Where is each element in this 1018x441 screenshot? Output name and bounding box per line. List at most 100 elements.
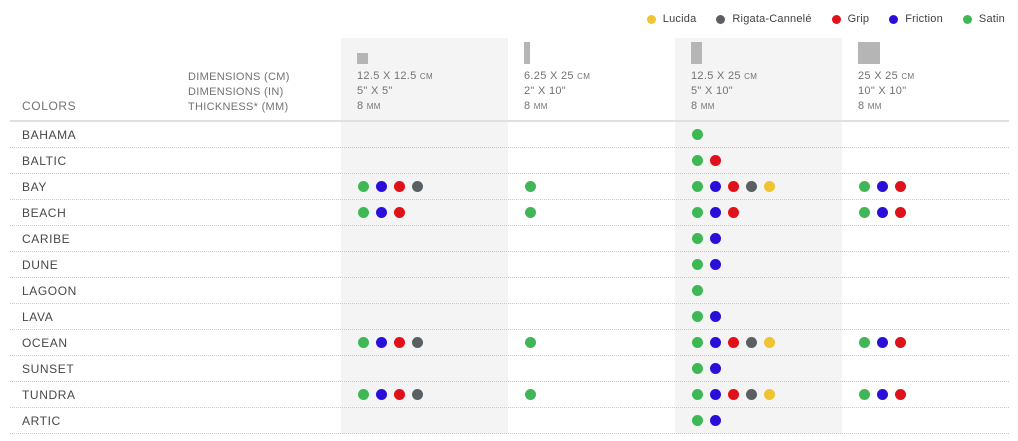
color-name: LAVA bbox=[22, 309, 54, 324]
dimension-meta-labels: DIMENSIONS (CM) DIMENSIONS (IN) THICKNES… bbox=[188, 70, 290, 115]
meta-line-mm: THICKNESS* (MM) bbox=[188, 101, 289, 113]
grip-finish-dot-icon bbox=[394, 207, 405, 218]
grip-finish-dot-icon bbox=[895, 207, 906, 218]
grip-finish-dot-icon bbox=[728, 337, 739, 348]
grip-finish-dot-icon bbox=[394, 337, 405, 348]
color-name: LAGOON bbox=[22, 283, 77, 298]
legend-item-label: Satin bbox=[978, 13, 1005, 25]
satin-finish-dot-icon bbox=[859, 337, 870, 348]
friction-finish-dot-icon bbox=[710, 337, 721, 348]
legend-item-friction: Friction bbox=[889, 13, 943, 25]
legend-item-label: Lucida bbox=[662, 13, 697, 25]
lucida-finish-dot-icon bbox=[764, 389, 775, 400]
size-dimensions-cm: 12.5 X 12.5 cm bbox=[357, 70, 433, 82]
table-row: LAVA bbox=[10, 304, 1009, 330]
color-name: BEACH bbox=[22, 205, 67, 220]
satin-finish-dot-icon bbox=[692, 233, 703, 244]
satin-finish-dot-icon bbox=[692, 337, 703, 348]
rigata-finish-dot-icon bbox=[746, 337, 757, 348]
availability-cell bbox=[842, 181, 1009, 192]
friction-finish-dot-icon bbox=[877, 181, 888, 192]
friction-finish-dot-icon bbox=[376, 337, 387, 348]
size-thickness-mm: 8 mm bbox=[858, 100, 882, 112]
color-name: BALTIC bbox=[22, 153, 67, 168]
size-thickness-mm: 8 mm bbox=[357, 100, 381, 112]
satin-finish-dot-icon bbox=[692, 285, 703, 296]
legend-item-rigata: Rigata-Cannelé bbox=[716, 13, 811, 25]
friction-finish-dot-icon bbox=[889, 14, 899, 24]
availability-cell bbox=[675, 155, 842, 166]
color-name: TUNDRA bbox=[22, 387, 76, 402]
size-column-header-1: 12.5 X 12.5 cm 5" X 5" 8 mm bbox=[341, 38, 508, 120]
tile-12-5x12-5-icon bbox=[357, 53, 368, 64]
table-row: CARIBE bbox=[10, 226, 1009, 252]
rigata-finish-dot-icon bbox=[716, 14, 726, 24]
grip-finish-dot-icon bbox=[728, 389, 739, 400]
availability-cell bbox=[842, 337, 1009, 348]
friction-finish-dot-icon bbox=[710, 259, 721, 270]
availability-cell bbox=[675, 285, 842, 296]
satin-finish-dot-icon bbox=[692, 207, 703, 218]
satin-finish-dot-icon bbox=[859, 389, 870, 400]
tile-12-5x25-icon bbox=[691, 42, 702, 64]
availability-table: COLORS DIMENSIONS (CM) DIMENSIONS (IN) T… bbox=[10, 38, 1009, 434]
rigata-finish-dot-icon bbox=[412, 389, 423, 400]
availability-cell bbox=[842, 389, 1009, 400]
size-dimensions-in: 5" X 10" bbox=[691, 85, 734, 97]
lucida-finish-dot-icon bbox=[764, 181, 775, 192]
legend-item-label: Friction bbox=[905, 13, 943, 25]
size-thickness-mm: 8 mm bbox=[524, 100, 548, 112]
satin-finish-dot-icon bbox=[525, 181, 536, 192]
grip-finish-dot-icon bbox=[728, 207, 739, 218]
satin-finish-dot-icon bbox=[358, 337, 369, 348]
satin-finish-dot-icon bbox=[692, 311, 703, 322]
friction-finish-dot-icon bbox=[376, 207, 387, 218]
availability-cell bbox=[675, 337, 842, 348]
friction-finish-dot-icon bbox=[877, 337, 888, 348]
availability-cell bbox=[675, 363, 842, 374]
tile-6-25x25-icon bbox=[524, 42, 530, 64]
grip-finish-dot-icon bbox=[895, 337, 906, 348]
color-name: BAHAMA bbox=[22, 127, 77, 142]
grip-finish-dot-icon bbox=[394, 181, 405, 192]
size-columns-header: 12.5 X 12.5 cm 5" X 5" 8 mm 6.25 X 25 cm 2" … bbox=[341, 38, 1009, 120]
size-dimensions-in: 10" X 10" bbox=[858, 85, 907, 97]
color-name: OCEAN bbox=[22, 335, 68, 350]
table-row: LAGOON bbox=[10, 278, 1009, 304]
meta-line-in: DIMENSIONS (IN) bbox=[188, 86, 284, 98]
friction-finish-dot-icon bbox=[710, 207, 721, 218]
availability-cell bbox=[341, 207, 508, 218]
size-dimensions-in: 2" X 10" bbox=[524, 85, 567, 97]
availability-cell bbox=[675, 389, 842, 400]
grip-finish-dot-icon bbox=[728, 181, 739, 192]
legend-item-label: Rigata-Cannelé bbox=[732, 13, 812, 25]
satin-finish-dot-icon bbox=[692, 363, 703, 374]
lucida-finish-dot-icon bbox=[764, 337, 775, 348]
satin-finish-dot-icon bbox=[692, 129, 703, 140]
friction-finish-dot-icon bbox=[877, 207, 888, 218]
size-column-header-2: 6.25 X 25 cm 2" X 10" 8 mm bbox=[508, 38, 675, 120]
availability-cell bbox=[675, 415, 842, 426]
satin-finish-dot-icon bbox=[525, 389, 536, 400]
rigata-finish-dot-icon bbox=[412, 181, 423, 192]
satin-finish-dot-icon bbox=[358, 389, 369, 400]
table-header: COLORS DIMENSIONS (CM) DIMENSIONS (IN) T… bbox=[10, 38, 1009, 122]
friction-finish-dot-icon bbox=[710, 415, 721, 426]
availability-cell bbox=[675, 259, 842, 270]
table-row: SUNSET bbox=[10, 356, 1009, 382]
legend-item-label: Grip bbox=[847, 13, 870, 25]
rigata-finish-dot-icon bbox=[746, 389, 757, 400]
size-dimensions-cm: 25 X 25 cm bbox=[858, 70, 915, 82]
friction-finish-dot-icon bbox=[710, 233, 721, 244]
colors-column-header: COLORS bbox=[22, 99, 77, 113]
satin-finish-dot-icon bbox=[962, 14, 972, 24]
table-row: TUNDRA bbox=[10, 382, 1009, 408]
availability-cell bbox=[675, 311, 842, 322]
color-name: BAY bbox=[22, 179, 47, 194]
grip-finish-dot-icon bbox=[895, 389, 906, 400]
table-row: BALTIC bbox=[10, 148, 1009, 174]
availability-cell bbox=[508, 389, 675, 400]
table-row: BAY bbox=[10, 174, 1009, 200]
table-row: BEACH bbox=[10, 200, 1009, 226]
